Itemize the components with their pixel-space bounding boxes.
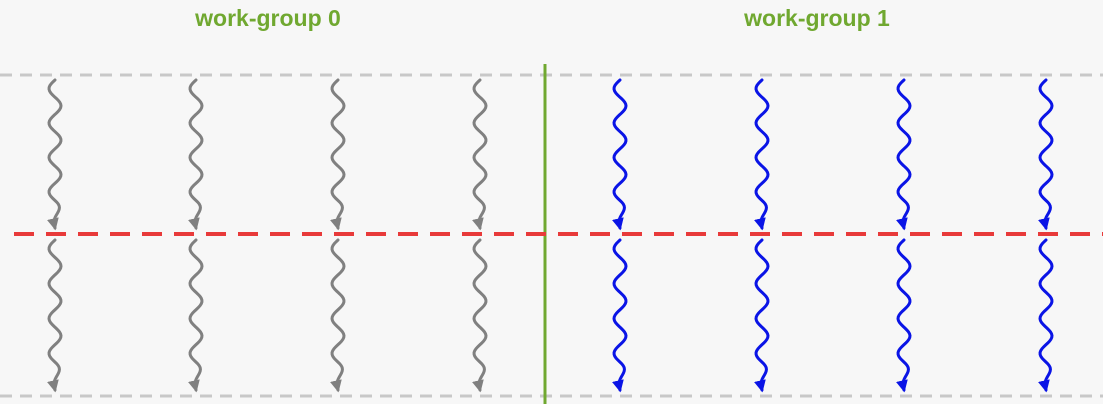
thread-1-0-after-barrier-wavy-arrow-icon	[612, 238, 628, 393]
thread-1-1-before-barrier-wavy-arrow-icon	[754, 78, 770, 231]
thread-1-1-after-barrier-wavy-arrow-icon	[754, 238, 770, 393]
thread-0-1-after-barrier-wavy-arrow-icon	[188, 238, 204, 393]
thread-1-2-before-barrier-wavy-arrow-icon	[896, 78, 912, 231]
thread-0-0-before-barrier-wavy-arrow-icon	[47, 78, 63, 231]
thread-0-1-before-barrier-wavy-arrow-icon	[188, 78, 204, 231]
thread-1-2-after-barrier-wavy-arrow-icon	[896, 238, 912, 393]
thread-0-2-after-barrier-wavy-arrow-icon	[330, 238, 346, 393]
thread-0-3-after-barrier-wavy-arrow-icon	[472, 238, 488, 393]
work-group-0-label: work-group 0	[195, 5, 341, 31]
thread-1-3-after-barrier-wavy-arrow-icon	[1038, 238, 1054, 393]
thread-1-3-before-barrier-wavy-arrow-icon	[1038, 78, 1054, 231]
work-group-1-label: work-group 1	[744, 5, 890, 31]
thread-0-0-after-barrier-wavy-arrow-icon	[47, 238, 63, 393]
thread-0-3-before-barrier-wavy-arrow-icon	[472, 78, 488, 231]
thread-0-2-before-barrier-wavy-arrow-icon	[330, 78, 346, 231]
thread-1-0-before-barrier-wavy-arrow-icon	[612, 78, 628, 231]
threads	[47, 78, 1054, 393]
